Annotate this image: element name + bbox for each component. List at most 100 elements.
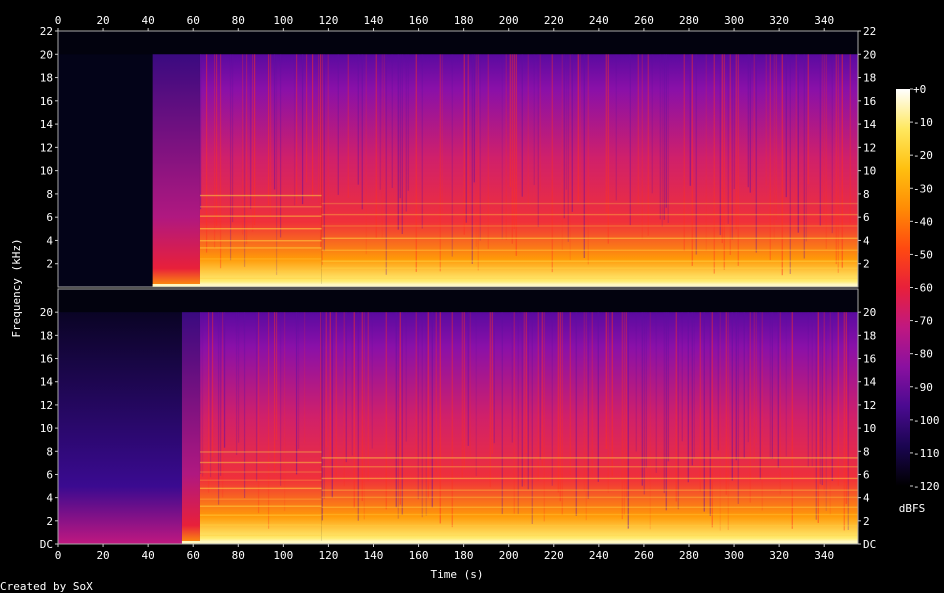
y-tick-right: 2 <box>863 515 870 528</box>
x-tick-bottom: 180 <box>454 549 474 562</box>
y-tick-right: 14 <box>863 376 877 389</box>
x-tick-top: 280 <box>679 14 699 27</box>
y-tick-left: 14 <box>40 376 54 389</box>
x-tick-top: 260 <box>634 14 654 27</box>
y-tick-left: 18 <box>40 329 53 342</box>
y-tick-left: 12 <box>40 141 53 154</box>
y-tick-left: DC <box>40 538 53 551</box>
y-tick-left: 20 <box>40 48 53 61</box>
x-tick-top: 200 <box>499 14 519 27</box>
y-tick-left: 18 <box>40 72 53 85</box>
y-axis-label: Frequency (kHz) <box>10 238 23 337</box>
x-tick-bottom: 160 <box>409 549 429 562</box>
x-tick-top: 240 <box>589 14 609 27</box>
x-tick-top: 100 <box>273 14 293 27</box>
colorbar-tick: -60 <box>913 282 933 295</box>
y-tick-left: 20 <box>40 306 53 319</box>
x-tick-bottom: 340 <box>814 549 834 562</box>
x-tick-bottom: 20 <box>96 549 109 562</box>
colorbar-tick: -40 <box>913 215 933 228</box>
x-tick-top: 220 <box>544 14 564 27</box>
x-tick-top: 160 <box>409 14 429 27</box>
x-tick-top: 300 <box>724 14 744 27</box>
x-tick-bottom: 320 <box>769 549 789 562</box>
x-tick-bottom: 40 <box>142 549 155 562</box>
y-tick-right: 12 <box>863 141 876 154</box>
x-tick-top: 340 <box>814 14 834 27</box>
colorbar-tick: -70 <box>913 315 933 328</box>
y-tick-left: 12 <box>40 399 53 412</box>
y-tick-right: DC <box>863 538 876 551</box>
y-tick-left: 14 <box>40 118 54 131</box>
segment-2-3 <box>199 312 322 544</box>
x-tick-bottom: 0 <box>55 549 62 562</box>
x-tick-bottom: 140 <box>364 549 384 562</box>
y-tick-right: 2 <box>863 258 870 271</box>
segment-1-4 <box>321 54 858 287</box>
colorbar-tick: -10 <box>913 116 933 129</box>
y-tick-right: 8 <box>863 445 870 458</box>
segment-2-4 <box>321 312 858 544</box>
y-tick-left: 16 <box>40 95 53 108</box>
y-tick-left: 4 <box>46 492 53 505</box>
y-tick-left: 2 <box>46 258 53 271</box>
y-tick-right: 4 <box>863 492 870 505</box>
y-tick-left: 22 <box>40 25 53 38</box>
x-tick-top: 120 <box>318 14 338 27</box>
colorbar <box>896 89 910 486</box>
colorbar-tick: -20 <box>913 149 933 162</box>
x-tick-bottom: 60 <box>187 549 200 562</box>
y-tick-right: 16 <box>863 353 876 366</box>
x-tick-top: 40 <box>142 14 155 27</box>
segment-1-1 <box>58 54 153 287</box>
x-tick-top: 320 <box>769 14 789 27</box>
spectrogram-panel-1 <box>57 30 859 288</box>
x-tick-top: 60 <box>187 14 200 27</box>
x-tick-top: 140 <box>364 14 384 27</box>
colorbar-tick: -110 <box>913 447 940 460</box>
x-tick-bottom: 80 <box>232 549 245 562</box>
x-tick-top: 180 <box>454 14 474 27</box>
x-tick-bottom: 260 <box>634 549 654 562</box>
y-tick-right: 16 <box>863 95 876 108</box>
colorbar-tick: -80 <box>913 348 933 361</box>
y-tick-left: 8 <box>46 445 53 458</box>
x-tick-bottom: 280 <box>679 549 699 562</box>
y-tick-right: 6 <box>863 468 870 481</box>
x-tick-bottom: 120 <box>318 549 338 562</box>
y-tick-right: 6 <box>863 211 870 224</box>
y-tick-right: 20 <box>863 306 876 319</box>
y-tick-right: 4 <box>863 234 870 247</box>
y-tick-left: 6 <box>46 211 53 224</box>
x-tick-top: 0 <box>55 14 62 27</box>
spectrogram-panel-2 <box>57 288 859 545</box>
colorbar-tick: -90 <box>913 381 933 394</box>
x-tick-bottom: 220 <box>544 549 564 562</box>
x-tick-bottom: 200 <box>499 549 519 562</box>
colorbar-tick: -30 <box>913 182 933 195</box>
y-tick-right: 18 <box>863 72 876 85</box>
colorbar-tick: -100 <box>913 414 940 427</box>
x-tick-bottom: 300 <box>724 549 744 562</box>
colorbar-tick: -120 <box>913 480 940 493</box>
y-tick-right: 14 <box>863 118 877 131</box>
y-tick-right: 10 <box>863 165 876 178</box>
y-tick-right: 18 <box>863 329 876 342</box>
y-tick-right: 22 <box>863 25 876 38</box>
colorbar-tick: -50 <box>913 248 933 261</box>
x-tick-bottom: 240 <box>589 549 609 562</box>
y-tick-right: 10 <box>863 422 876 435</box>
y-tick-left: 4 <box>46 234 53 247</box>
x-tick-top: 20 <box>96 14 109 27</box>
y-tick-left: 10 <box>40 165 53 178</box>
y-tick-right: 8 <box>863 188 870 201</box>
y-tick-left: 16 <box>40 353 53 366</box>
credit-text: Created by SoX <box>0 580 93 593</box>
segment-1-2 <box>152 54 200 287</box>
y-tick-right: 12 <box>863 399 876 412</box>
y-tick-left: 10 <box>40 422 53 435</box>
segment-1-3 <box>199 54 322 287</box>
x-tick-bottom: 100 <box>273 549 293 562</box>
x-tick-top: 80 <box>232 14 245 27</box>
